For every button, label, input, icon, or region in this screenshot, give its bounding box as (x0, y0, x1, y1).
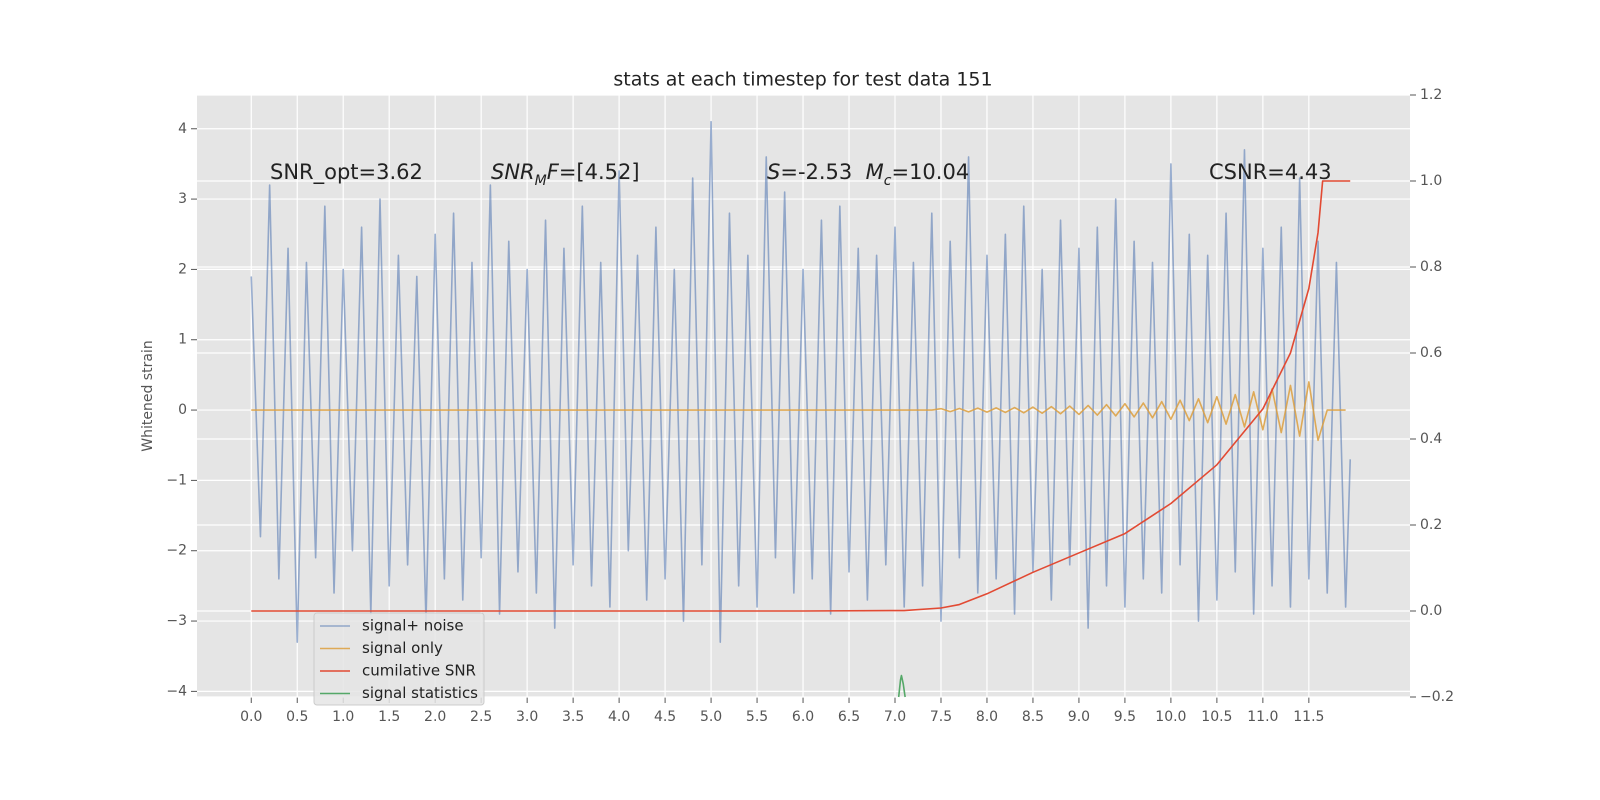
y2-tick-label: 1.2 (1420, 87, 1442, 103)
y-axis-label: Whitened strain (140, 340, 156, 451)
series-line (251, 180, 1351, 612)
annotation-part: CSNR=4.43 (1209, 160, 1332, 184)
y-tick-label: 0 (178, 402, 187, 418)
legend-label: signal only (362, 639, 443, 657)
annotation-part: SNR_opt=3.62 (270, 160, 423, 185)
y-tick-label: −3 (166, 613, 187, 629)
x-tick-label: 2.5 (470, 709, 492, 725)
x-tick-label: 9.5 (1114, 709, 1136, 725)
y-tick-label: 2 (178, 261, 187, 277)
y2-tick-label: 0.8 (1420, 259, 1442, 275)
x-tick-label: 6.0 (792, 709, 814, 725)
x-tick-label: 8.5 (1022, 709, 1044, 725)
x-tick-label: 6.5 (838, 709, 860, 725)
y-tick-label: −4 (166, 683, 187, 699)
legend-label: cumilative SNR (362, 662, 476, 680)
x-tick-label: 0.0 (240, 709, 262, 725)
y2-tick-label: 0.6 (1420, 345, 1442, 361)
chart-title: stats at each timestep for test data 151 (613, 69, 992, 91)
annotation-part: S (767, 160, 780, 184)
series-line (251, 381, 1346, 442)
y-tick-label: 1 (178, 332, 187, 348)
x-tick-label: 10.0 (1155, 709, 1186, 725)
x-tick-label: 2.0 (424, 709, 446, 725)
annotation-part: SNR (491, 160, 535, 184)
annotation-part: M (866, 160, 884, 184)
annotation-part: M (535, 173, 547, 189)
annotation-part: =10.04 (891, 160, 969, 184)
legend-label: signal statistics (362, 684, 478, 702)
x-tick-label: 7.5 (930, 709, 952, 725)
annotation-part: =[4.52] (559, 160, 640, 184)
annotation-part: c (884, 173, 892, 189)
x-tick-label: 11.5 (1293, 709, 1324, 725)
x-tick-label: 4.0 (608, 709, 630, 725)
annotation-part: F (547, 160, 560, 184)
series-line (897, 674, 906, 698)
x-tick-label: 3.0 (516, 709, 538, 725)
series-line (250, 120, 1352, 643)
legend-label: signal+ noise (362, 617, 464, 635)
x-tick-label: 7.0 (884, 709, 906, 725)
x-tick-label: 4.5 (654, 709, 676, 725)
annotation: SNRMF=[4.52] (491, 160, 640, 189)
y2-tick-label: −0.2 (1420, 689, 1454, 705)
x-tick-label: 5.0 (700, 709, 722, 725)
annotation: SNR_opt=3.62 (270, 160, 423, 185)
x-tick-label: 9.0 (1068, 709, 1090, 725)
x-tick-label: 11.0 (1247, 709, 1278, 725)
x-tick-label: 1.5 (378, 709, 400, 725)
y2-tick-label: 0.4 (1420, 431, 1442, 447)
x-tick-label: 8.0 (976, 709, 998, 725)
x-tick-label: 0.5 (286, 709, 308, 725)
x-tick-label: 10.5 (1201, 709, 1232, 725)
y2-tick-label: 0.2 (1420, 517, 1442, 533)
y-tick-label: −2 (166, 543, 187, 559)
y-tick-label: 3 (178, 191, 187, 207)
y-tick-label: −1 (166, 472, 187, 488)
x-tick-label: 5.5 (746, 709, 768, 725)
y-tick-label: 4 (178, 121, 187, 137)
y2-tick-label: 0.0 (1420, 603, 1442, 619)
annotation: S=-2.53 Mc=10.04 (767, 160, 969, 189)
x-tick-label: 3.5 (562, 709, 584, 725)
y2-tick-label: 1.0 (1420, 173, 1442, 189)
x-tick-label: 1.0 (332, 709, 354, 725)
annotation-part: =-2.53 (780, 160, 865, 184)
annotation: CSNR=4.43 (1209, 160, 1332, 184)
legend-box (313, 612, 485, 706)
